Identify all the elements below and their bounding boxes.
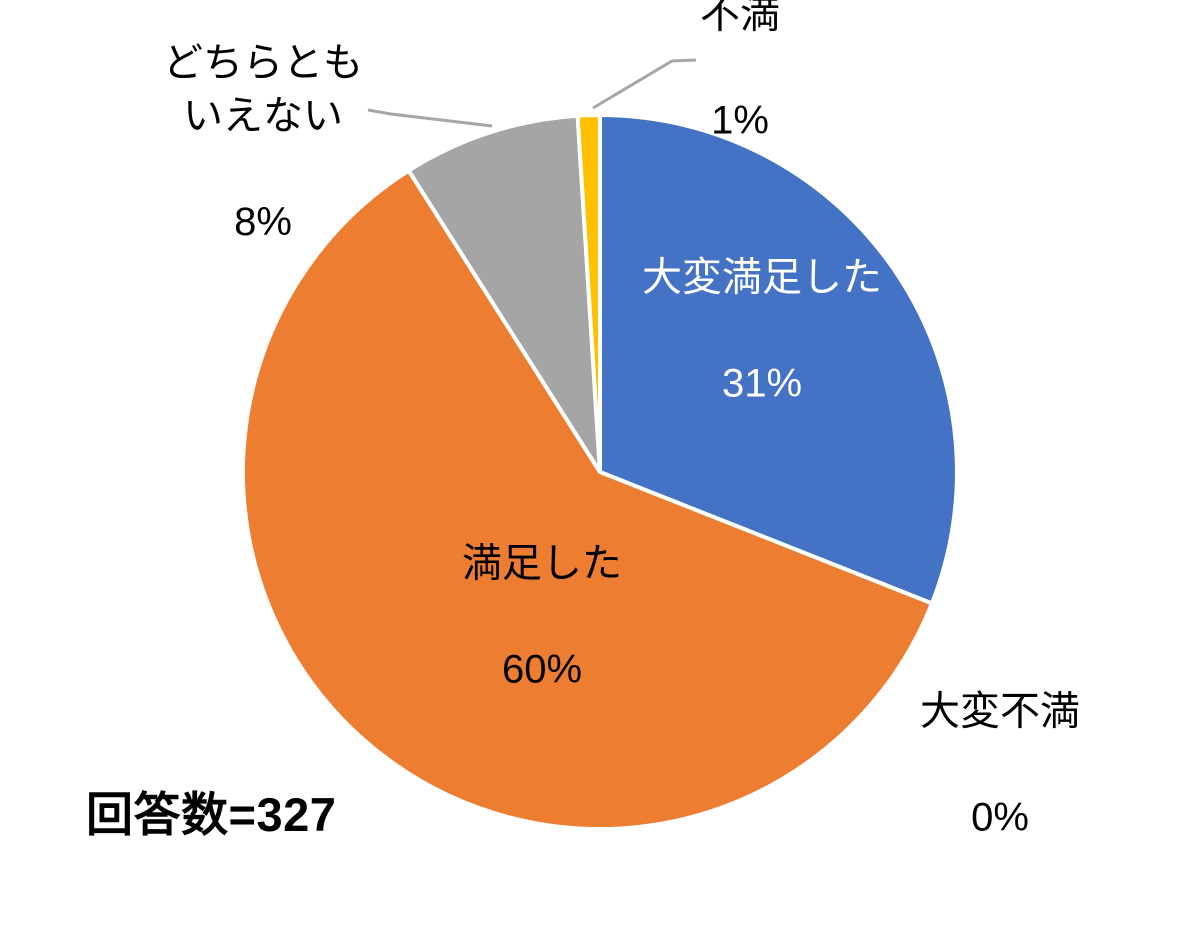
leader-line-neutral — [367, 108, 493, 128]
label-satisfied-pct: 60% — [501, 647, 583, 692]
pie-slice-0 — [598, 112, 959, 606]
label-dissatisfied-pct: 1% — [711, 98, 769, 143]
label-very-dissatisfied-pct: 0% — [971, 795, 1029, 840]
leader-line-dissatisfied — [592, 58, 697, 110]
label-very-dissatisfied: 大変不満 0% — [920, 633, 1080, 898]
label-dissatisfied: 不満 1% — [700, 0, 780, 201]
pie-slice-1 — [240, 167, 935, 832]
pie-slices — [240, 112, 959, 832]
label-very-satisfied-pct: 31% — [721, 361, 803, 406]
label-neutral-name: どちらとも いえない — [163, 41, 363, 138]
label-neutral-pct: 8% — [234, 200, 292, 244]
response-count-note: 回答数=327 — [86, 788, 337, 841]
label-very-dissatisfied-name: 大変不満 — [920, 689, 1080, 734]
pie-slice-3 — [575, 112, 602, 473]
label-satisfied-name: 満足した — [462, 541, 622, 586]
pie-slice-2 — [405, 113, 602, 474]
label-dissatisfied-name: 不満 — [700, 0, 780, 37]
label-neutral: どちらとも いえない 8% — [163, 0, 363, 302]
label-very-satisfied: 大変満足した 31% — [642, 199, 882, 464]
label-satisfied: 満足した 60% — [462, 485, 622, 750]
label-very-satisfied-name: 大変満足した — [642, 255, 882, 300]
